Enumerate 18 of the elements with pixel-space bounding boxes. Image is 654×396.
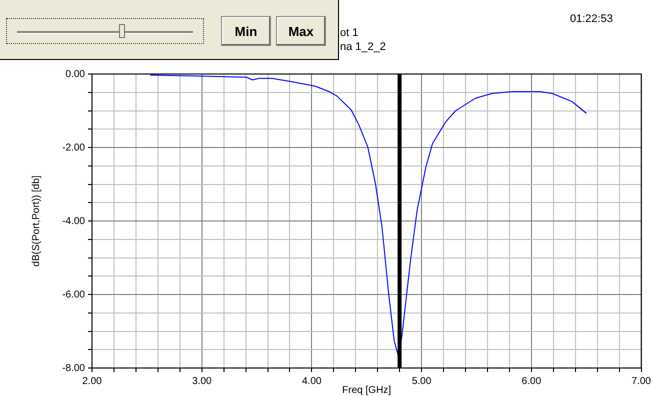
x-tick-label: 4.00 bbox=[302, 376, 322, 387]
x-axis-title: Freq [GHz] bbox=[342, 384, 392, 396]
button[interactable]: Min bbox=[221, 16, 271, 46]
x-tick-label: 2.00 bbox=[82, 376, 102, 387]
y-tick-label: -2.00 bbox=[62, 142, 86, 154]
text: 01:22:53 bbox=[570, 13, 613, 25]
y-tick-label: -8.00 bbox=[62, 362, 86, 374]
y-tick-label: 0.00 bbox=[66, 68, 86, 80]
y-axis-title: dB(S(Port,Port)) [db] bbox=[30, 175, 42, 267]
y-tick-label: -4.00 bbox=[62, 216, 86, 227]
y-tick-label: -6.00 bbox=[62, 289, 86, 300]
x-tick-label: 7.00 bbox=[632, 376, 652, 387]
x-tick-label: 5.00 bbox=[412, 376, 432, 387]
x-tick-label: 6.00 bbox=[522, 376, 542, 387]
button[interactable]: Max bbox=[276, 16, 326, 46]
x-tick-label: 3.00 bbox=[192, 376, 212, 387]
text: ot 1 bbox=[340, 27, 358, 39]
text: na 1_2_2 bbox=[340, 41, 386, 53]
